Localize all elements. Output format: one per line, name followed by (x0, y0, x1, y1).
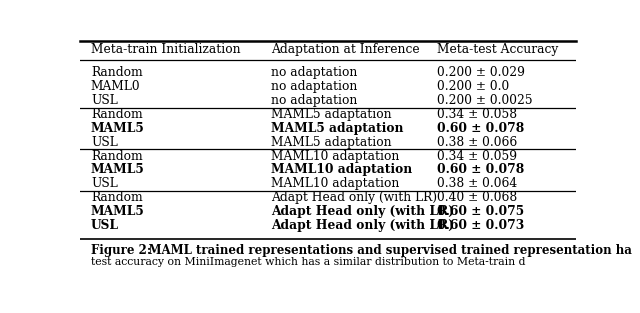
Text: MAML5: MAML5 (91, 205, 145, 218)
Text: Random: Random (91, 150, 143, 163)
Text: MAML5 adaptation: MAML5 adaptation (271, 122, 403, 135)
Text: Meta-train Initialization: Meta-train Initialization (91, 44, 241, 56)
Text: MAML10 adaptation: MAML10 adaptation (271, 163, 412, 177)
Text: Adaptation at Inference: Adaptation at Inference (271, 44, 420, 56)
Text: Random: Random (91, 66, 143, 80)
Text: Meta-test Accuracy: Meta-test Accuracy (437, 44, 558, 56)
Text: MAML trained representations and supervised trained representation ha: MAML trained representations and supervi… (132, 244, 632, 257)
Text: 0.34 ± 0.058: 0.34 ± 0.058 (437, 108, 517, 121)
Text: 0.40 ± 0.068: 0.40 ± 0.068 (437, 191, 517, 204)
Text: 0.60 ± 0.073: 0.60 ± 0.073 (437, 219, 524, 232)
Text: USL: USL (91, 136, 118, 149)
Text: Adapt Head only (with LR): Adapt Head only (with LR) (271, 191, 437, 204)
Text: MAML0: MAML0 (91, 80, 141, 93)
Text: no adaptation: no adaptation (271, 94, 357, 107)
Text: USL: USL (91, 94, 118, 107)
Text: 0.200 ± 0.0025: 0.200 ± 0.0025 (437, 94, 532, 107)
Text: 0.38 ± 0.066: 0.38 ± 0.066 (437, 136, 517, 149)
Text: no adaptation: no adaptation (271, 80, 357, 93)
Text: 0.200 ± 0.029: 0.200 ± 0.029 (437, 66, 525, 80)
Text: test accuracy on MiniImagenet which has a similar distribution to Meta-train d: test accuracy on MiniImagenet which has … (91, 257, 525, 267)
Text: no adaptation: no adaptation (271, 66, 357, 80)
Text: Adapt Head only (with LR): Adapt Head only (with LR) (271, 205, 454, 218)
Text: Random: Random (91, 191, 143, 204)
Text: USL: USL (91, 219, 119, 232)
Text: 0.38 ± 0.064: 0.38 ± 0.064 (437, 177, 517, 190)
Text: Figure 2:: Figure 2: (91, 244, 151, 257)
Text: USL: USL (91, 177, 118, 190)
Text: MAML5 adaptation: MAML5 adaptation (271, 136, 392, 149)
Text: 0.60 ± 0.078: 0.60 ± 0.078 (437, 122, 524, 135)
Text: 0.60 ± 0.078: 0.60 ± 0.078 (437, 163, 524, 177)
Text: Adapt Head only (with LR): Adapt Head only (with LR) (271, 219, 454, 232)
Text: 0.60 ± 0.075: 0.60 ± 0.075 (437, 205, 524, 218)
Text: MAML10 adaptation: MAML10 adaptation (271, 150, 399, 163)
Text: MAML5 adaptation: MAML5 adaptation (271, 108, 392, 121)
Text: MAML5: MAML5 (91, 163, 145, 177)
Text: Random: Random (91, 108, 143, 121)
Text: 0.200 ± 0.0: 0.200 ± 0.0 (437, 80, 509, 93)
Text: MAML5: MAML5 (91, 122, 145, 135)
Text: MAML10 adaptation: MAML10 adaptation (271, 177, 399, 190)
Text: 0.34 ± 0.059: 0.34 ± 0.059 (437, 150, 517, 163)
